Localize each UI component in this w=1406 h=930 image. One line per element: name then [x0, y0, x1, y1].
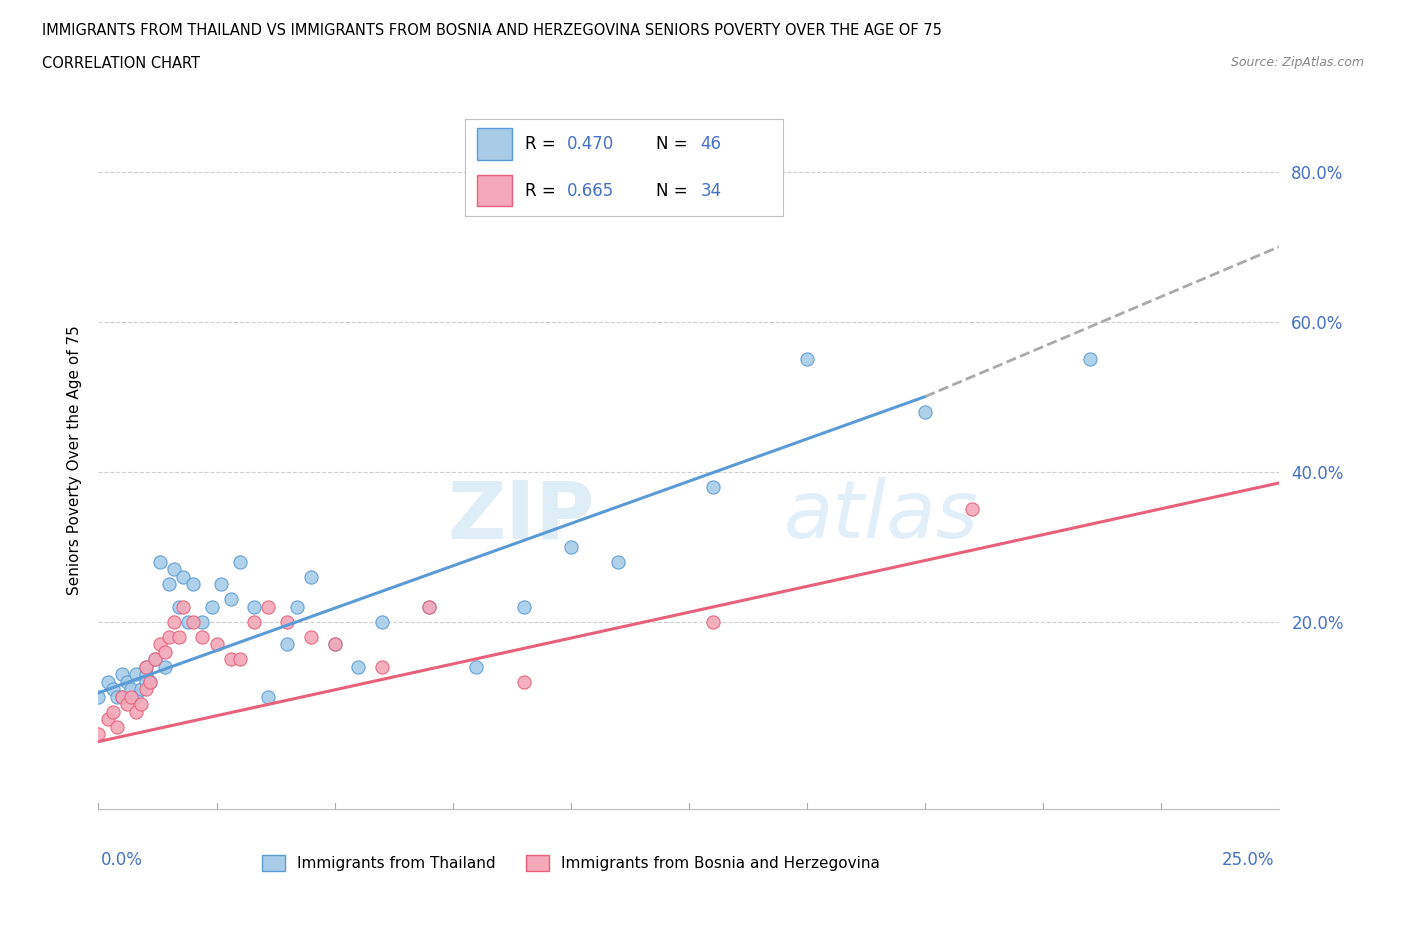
Point — [219, 652, 242, 667]
Point — [607, 554, 630, 569]
Point — [702, 614, 724, 629]
Point — [1080, 352, 1102, 366]
Point — [135, 667, 157, 682]
Point — [299, 569, 322, 584]
Point — [101, 682, 124, 697]
Text: Source: ZipAtlas.com: Source: ZipAtlas.com — [1230, 56, 1364, 69]
Point — [143, 652, 166, 667]
Point — [125, 667, 148, 682]
Point — [135, 682, 157, 697]
Point — [139, 674, 162, 689]
Text: atlas: atlas — [783, 477, 979, 555]
Point — [276, 614, 298, 629]
Point — [87, 726, 110, 741]
Point — [512, 599, 534, 614]
Point — [191, 630, 214, 644]
Point — [111, 689, 134, 704]
Point — [229, 652, 252, 667]
Point — [167, 599, 190, 614]
Point — [229, 554, 252, 569]
Point — [143, 652, 166, 667]
Point — [371, 614, 394, 629]
Point — [105, 689, 128, 704]
Point — [560, 539, 582, 554]
Point — [201, 599, 224, 614]
Point — [243, 614, 266, 629]
Point — [257, 599, 280, 614]
Point — [209, 577, 232, 591]
Point — [191, 614, 214, 629]
Point — [418, 599, 440, 614]
Point — [219, 591, 242, 606]
Point — [153, 644, 176, 659]
Point — [87, 689, 110, 704]
Point — [347, 659, 370, 674]
Legend: Immigrants from Thailand, Immigrants from Bosnia and Herzegovina: Immigrants from Thailand, Immigrants fro… — [262, 856, 880, 871]
Point — [101, 704, 124, 719]
Text: CORRELATION CHART: CORRELATION CHART — [42, 56, 200, 71]
Point — [121, 689, 143, 704]
Point — [125, 704, 148, 719]
Point — [914, 405, 936, 419]
Text: 25.0%: 25.0% — [1222, 851, 1274, 870]
Point — [153, 659, 176, 674]
Point — [962, 501, 984, 516]
Point — [157, 577, 180, 591]
Point — [181, 577, 204, 591]
Point — [129, 697, 152, 711]
Text: IMMIGRANTS FROM THAILAND VS IMMIGRANTS FROM BOSNIA AND HERZEGOVINA SENIORS POVER: IMMIGRANTS FROM THAILAND VS IMMIGRANTS F… — [42, 23, 942, 38]
Point — [111, 689, 134, 704]
Point — [796, 352, 818, 366]
Point — [149, 637, 172, 652]
Point — [172, 569, 194, 584]
Text: ZIP: ZIP — [447, 477, 595, 555]
Point — [299, 630, 322, 644]
Point — [157, 630, 180, 644]
Point — [105, 719, 128, 734]
Point — [125, 689, 148, 704]
Point — [115, 674, 138, 689]
Point — [418, 599, 440, 614]
Point — [135, 674, 157, 689]
Point — [135, 659, 157, 674]
Point — [177, 614, 200, 629]
Point — [205, 637, 228, 652]
Point — [97, 674, 120, 689]
Point — [285, 599, 308, 614]
Point — [512, 674, 534, 689]
Point — [371, 659, 394, 674]
Point — [129, 682, 152, 697]
Point — [702, 479, 724, 494]
Point — [121, 682, 143, 697]
Point — [243, 599, 266, 614]
Point — [163, 562, 186, 577]
Point — [181, 614, 204, 629]
Point — [115, 697, 138, 711]
Point — [323, 637, 346, 652]
Point — [163, 614, 186, 629]
Text: 0.0%: 0.0% — [101, 851, 143, 870]
Point — [172, 599, 194, 614]
Point — [111, 667, 134, 682]
Point — [257, 689, 280, 704]
Point — [167, 630, 190, 644]
Point — [149, 554, 172, 569]
Point — [323, 637, 346, 652]
Y-axis label: Seniors Poverty Over the Age of 75: Seniors Poverty Over the Age of 75 — [66, 326, 82, 595]
Point — [276, 637, 298, 652]
Point — [97, 711, 120, 726]
Point — [135, 659, 157, 674]
Point — [465, 659, 488, 674]
Point — [139, 674, 162, 689]
